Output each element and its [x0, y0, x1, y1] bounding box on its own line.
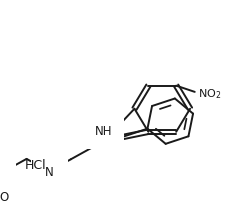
Text: O: O [0, 190, 9, 202]
Text: HCl: HCl [25, 158, 47, 171]
Text: NO$_2$: NO$_2$ [198, 86, 221, 100]
Text: NH: NH [95, 124, 112, 137]
Text: N: N [45, 165, 53, 178]
